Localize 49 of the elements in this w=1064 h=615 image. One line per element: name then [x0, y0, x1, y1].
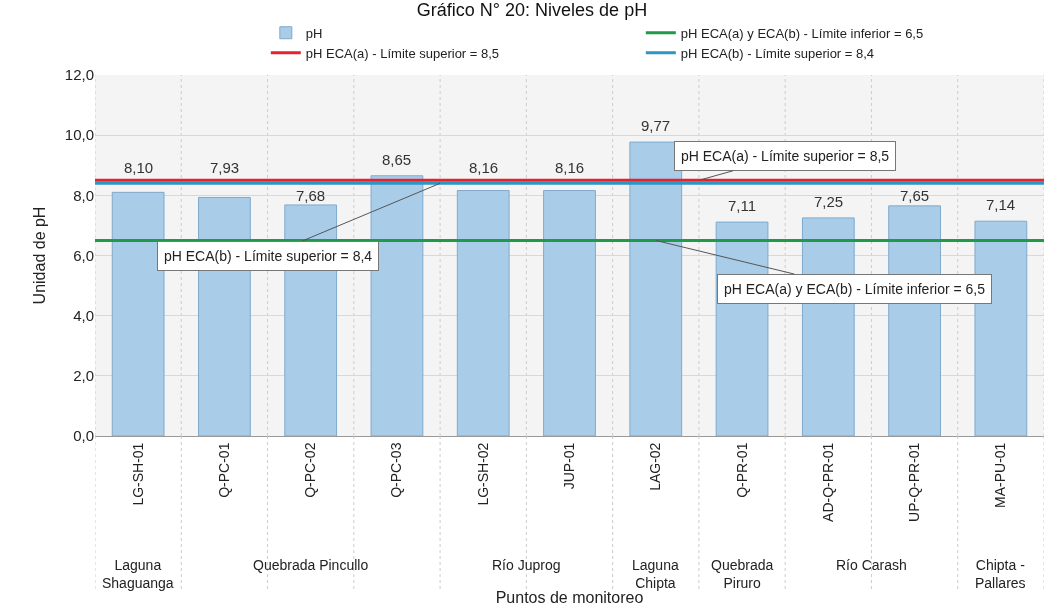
- y-axis-title: Unidad de pH: [30, 206, 48, 305]
- x-tick-label: AD-Q-PR-01: [819, 442, 836, 522]
- x-tick-label: Q-PC-03: [388, 442, 405, 498]
- text: Río Carash: [836, 557, 907, 573]
- x-tick-label: JUP-01: [561, 442, 578, 490]
- bar: [543, 190, 596, 436]
- data-label: 8,16: [469, 159, 499, 176]
- text: Río Juprog: [492, 557, 561, 573]
- bar: [629, 141, 683, 436]
- bar: [456, 190, 510, 436]
- data-label: 8,16: [555, 159, 585, 176]
- data-label: 7,65: [900, 187, 930, 204]
- text: pH ECA(a) y ECA(b) - Límite inferior = 6,5: [724, 281, 986, 297]
- x-tick-label: MA-PU-01: [992, 442, 1009, 508]
- data-label: 8,65: [382, 151, 412, 168]
- text: pH ECA(a) - Límite superior = 8,5: [681, 148, 890, 164]
- legend-label: pH: [305, 25, 323, 41]
- y-tick-label: 8,0: [73, 186, 94, 204]
- text: Chipta - Pallares: [975, 557, 1026, 592]
- bar: [370, 175, 424, 436]
- y-tick-label: 4,0: [73, 306, 94, 324]
- data-label: 7,14: [986, 196, 1016, 213]
- bar: [111, 191, 165, 436]
- legend-label: pH ECA(b) - Límite superior = 8,4: [680, 45, 875, 61]
- x-tick-label: LG-SH-02: [474, 442, 491, 506]
- x-tick-label: Q-PR-01: [733, 442, 750, 498]
- text: Quebrada Pincullo: [253, 557, 369, 573]
- data-label: 7,11: [728, 197, 757, 214]
- data-label: 8,10: [124, 159, 154, 176]
- text: pH ECA(b) - Límite superior = 8,4: [164, 248, 373, 264]
- text: Quebrada Piruro: [711, 557, 774, 592]
- data-label: 7,25: [814, 193, 844, 210]
- x-tick-label: LG-SH-01: [129, 442, 146, 506]
- legend-label: pH ECA(a) - Límite superior = 8,5: [305, 45, 500, 61]
- y-tick-label: 0,0: [73, 427, 94, 445]
- legend-label: pH ECA(a) y ECA(b) - Límite inferior = 6,5: [680, 25, 924, 41]
- text: Laguna Shaguanga: [102, 557, 174, 592]
- x-tick-label: UP-Q-PR-01: [906, 442, 923, 522]
- y-tick-label: 2,0: [73, 367, 94, 385]
- data-label: 7,93: [210, 159, 240, 176]
- y-tick-label: 10,0: [64, 126, 94, 144]
- x-tick-label: Q-PC-01: [215, 442, 232, 498]
- data-label: 9,77: [641, 117, 671, 134]
- x-tick-label: Q-PC-02: [302, 442, 319, 498]
- chart-title: Gráfico N° 20: Niveles de pH: [416, 0, 648, 20]
- x-tick-label: LAG-02: [647, 442, 664, 491]
- y-tick-label: 6,0: [73, 246, 94, 264]
- data-label: 7,68: [296, 187, 326, 204]
- y-tick-label: 12,0: [64, 66, 94, 84]
